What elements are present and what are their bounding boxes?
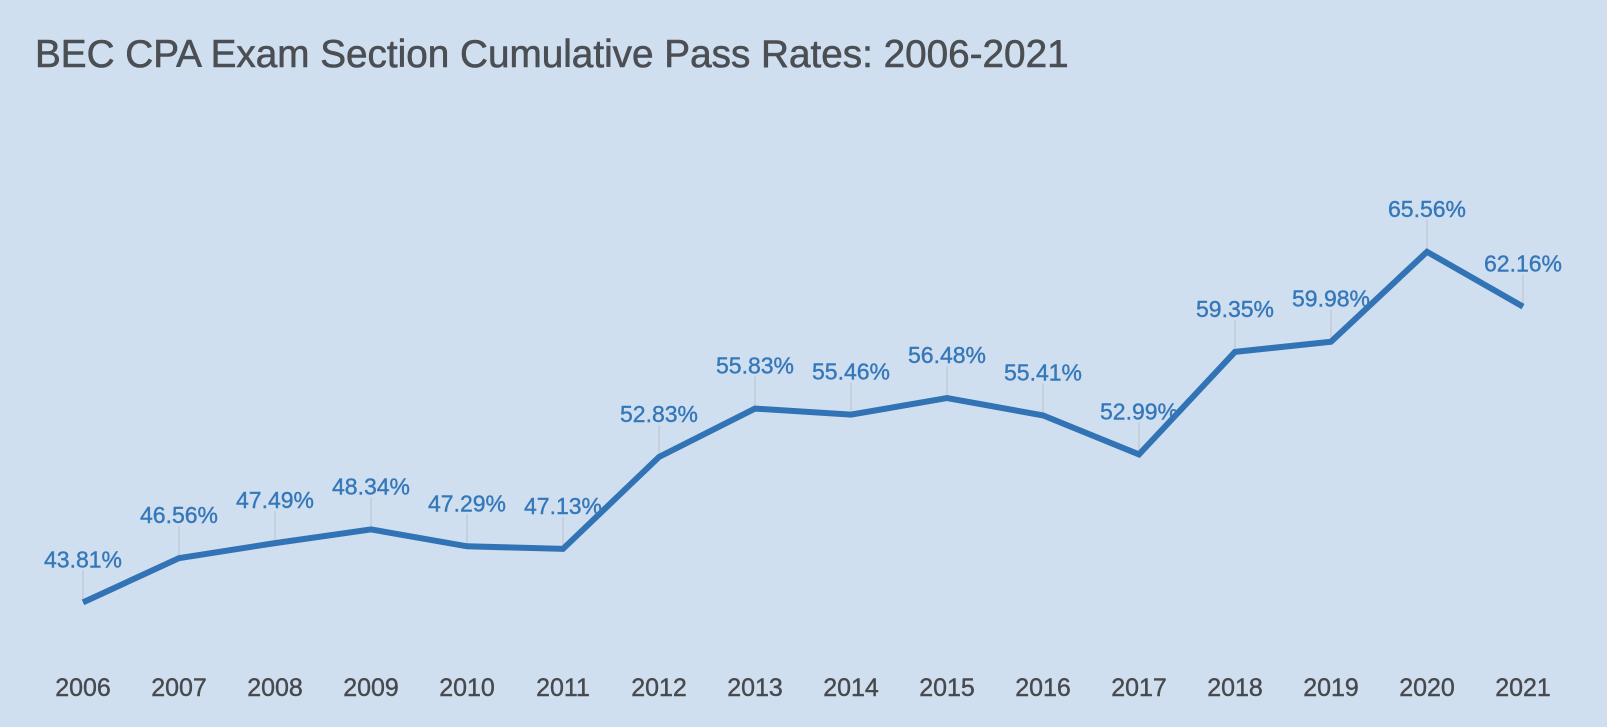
svg-text:2021: 2021 [1495,674,1551,702]
svg-text:2011: 2011 [536,674,590,702]
svg-text:2006: 2006 [55,674,111,702]
svg-text:2019: 2019 [1303,674,1359,702]
svg-text:52.99%: 52.99% [1100,398,1178,424]
svg-text:59.35%: 59.35% [1196,296,1274,322]
svg-text:2020: 2020 [1399,674,1455,702]
svg-text:47.29%: 47.29% [428,490,506,516]
svg-text:59.98%: 59.98% [1292,286,1370,312]
svg-text:47.13%: 47.13% [524,493,602,519]
svg-text:52.83%: 52.83% [620,401,698,427]
svg-text:47.49%: 47.49% [236,487,314,513]
svg-text:2018: 2018 [1207,674,1263,702]
svg-text:2013: 2013 [727,674,783,702]
svg-text:2008: 2008 [247,674,303,702]
svg-text:55.46%: 55.46% [812,359,890,385]
svg-text:2007: 2007 [151,674,207,702]
svg-text:2010: 2010 [439,674,495,702]
svg-text:2015: 2015 [919,674,975,702]
svg-text:65.56%: 65.56% [1388,196,1466,222]
svg-text:62.16%: 62.16% [1484,251,1562,277]
svg-text:55.41%: 55.41% [1004,359,1082,385]
svg-text:46.56%: 46.56% [140,502,218,528]
svg-text:56.48%: 56.48% [908,342,986,368]
svg-text:BEC CPA Exam Section Cumulativ: BEC CPA Exam Section Cumulative Pass Rat… [35,33,1069,76]
svg-text:2014: 2014 [823,674,879,702]
svg-text:43.81%: 43.81% [44,546,122,572]
svg-text:2016: 2016 [1015,674,1071,702]
svg-text:2012: 2012 [631,674,687,702]
svg-text:2009: 2009 [343,674,399,702]
svg-text:2017: 2017 [1111,674,1167,702]
svg-text:55.83%: 55.83% [716,353,794,379]
svg-text:48.34%: 48.34% [332,473,410,499]
